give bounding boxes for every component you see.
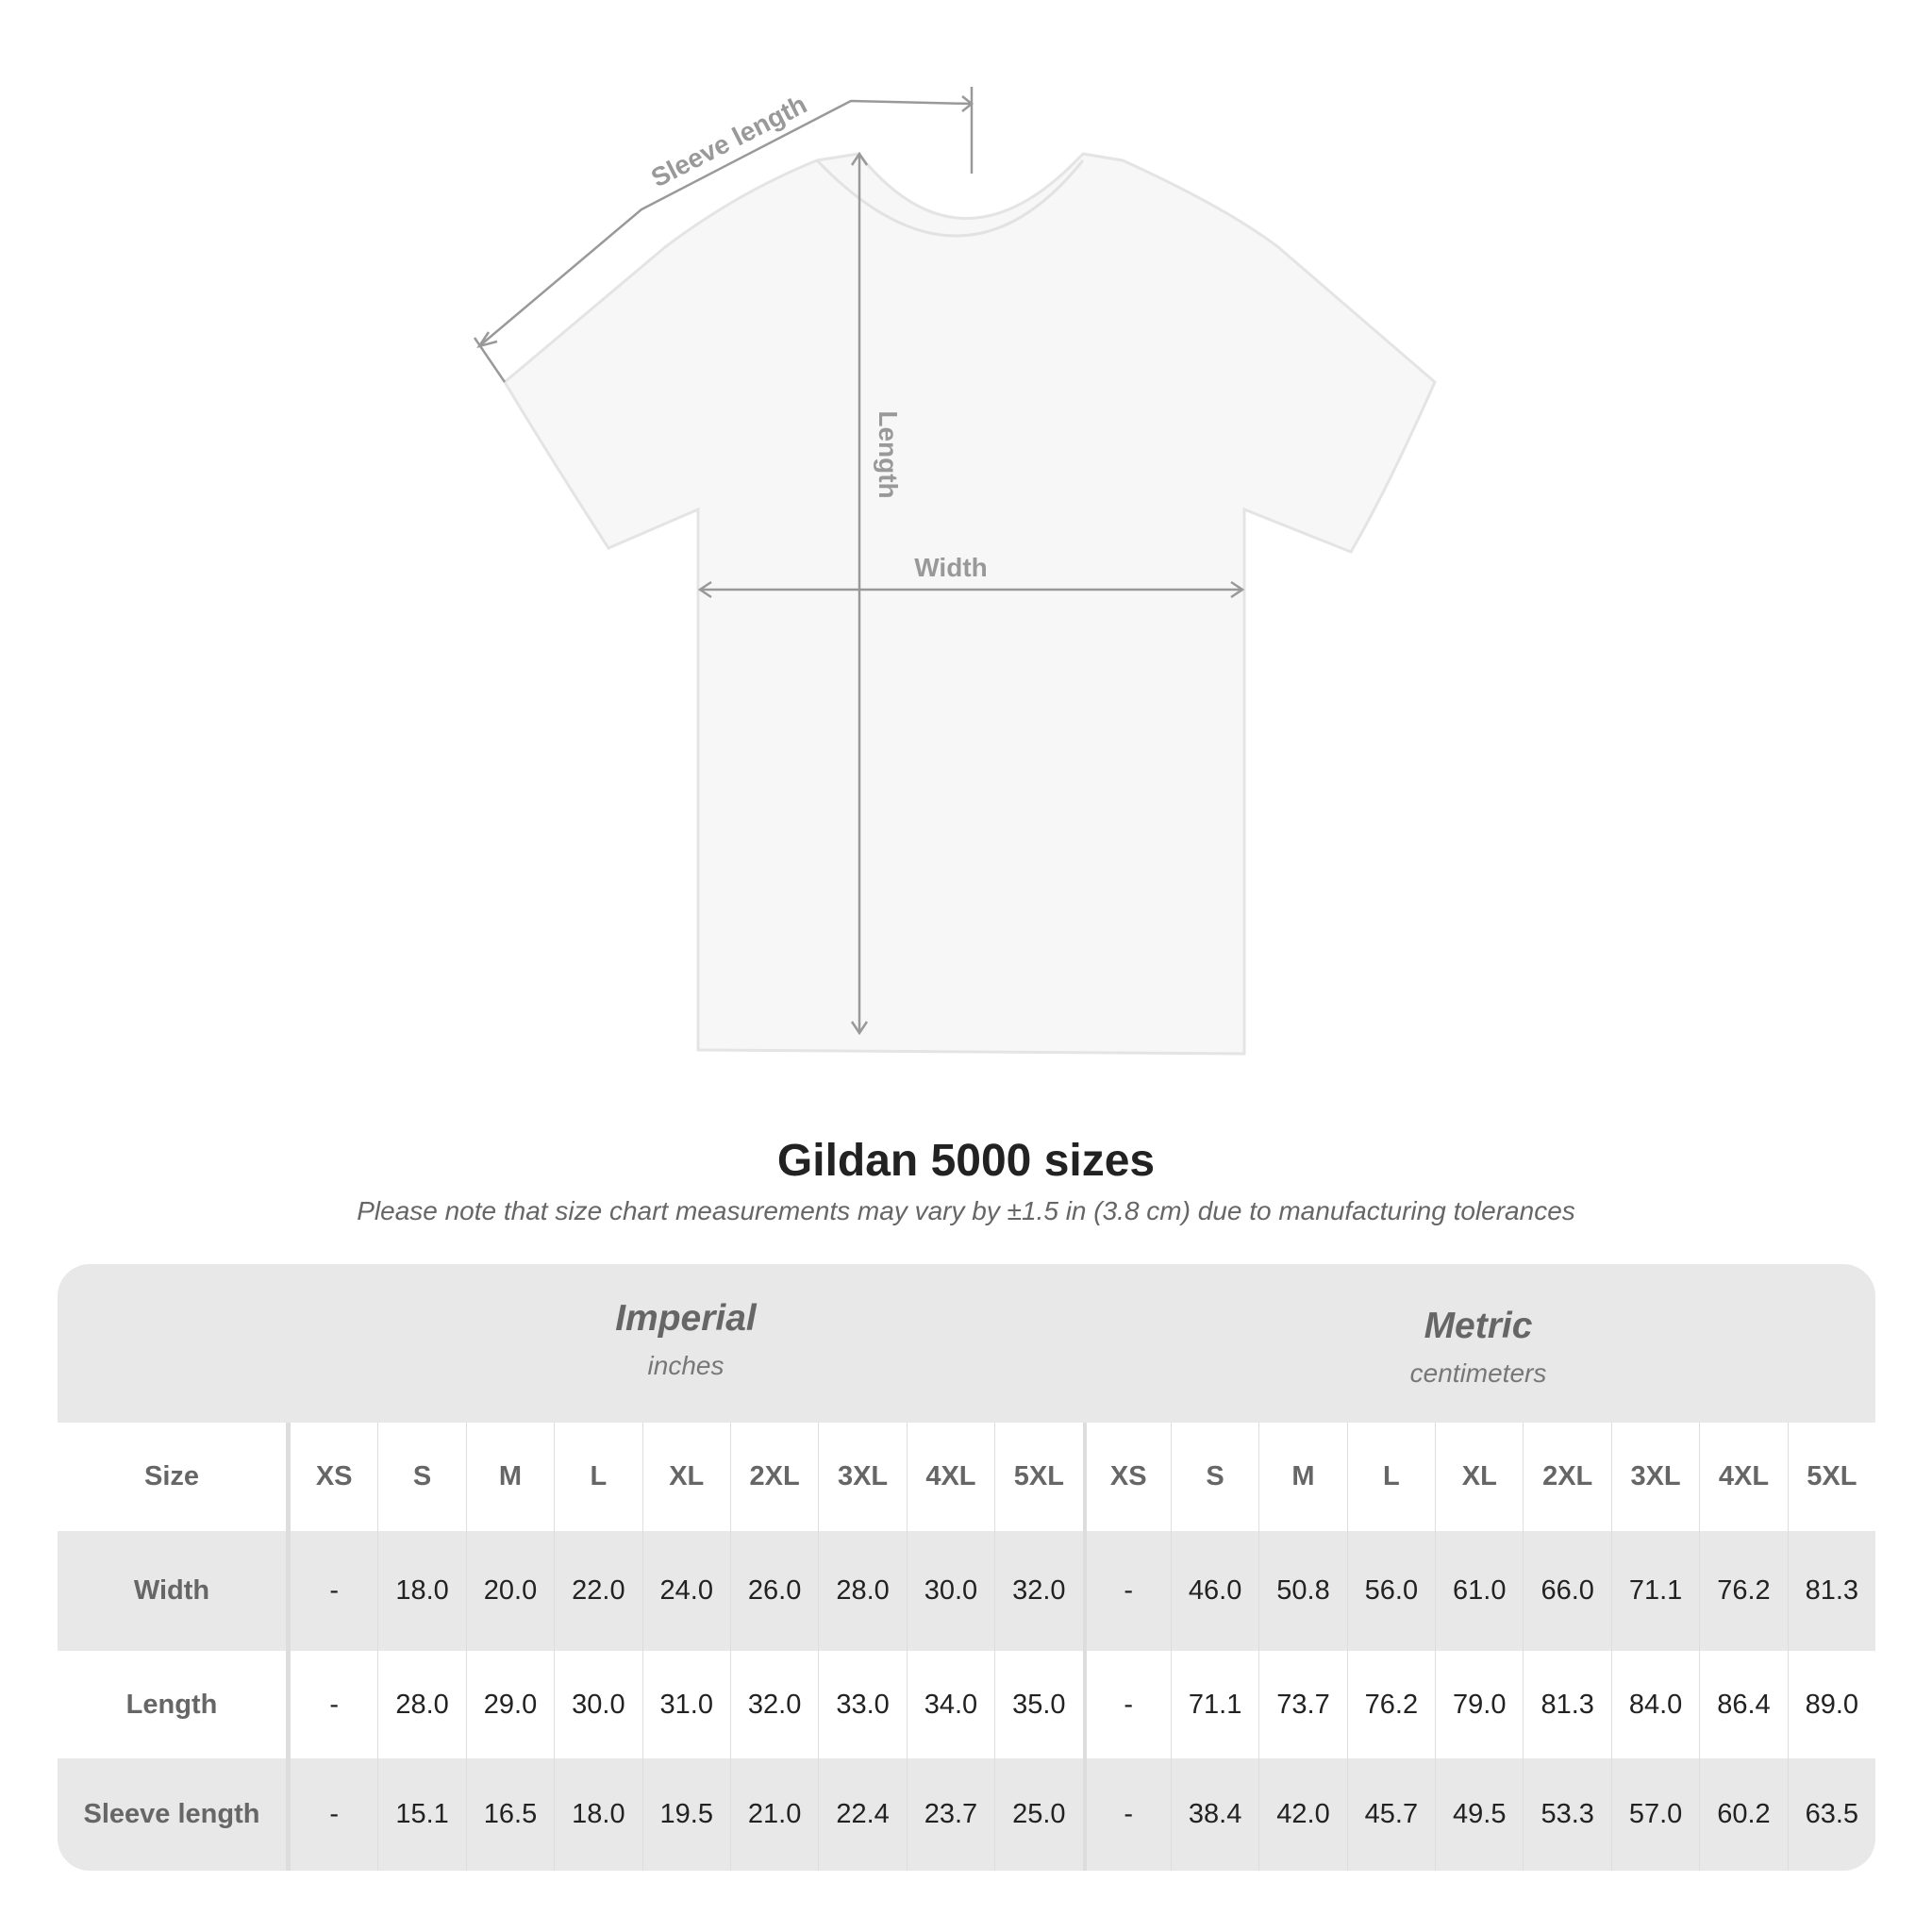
imperial-value-cell: 33.0	[818, 1651, 906, 1758]
imperial-size-3xl: 3XL	[818, 1423, 906, 1531]
metric-value-cell: 79.0	[1435, 1651, 1523, 1758]
imperial-value-cell: -	[290, 1531, 377, 1651]
imperial-size-xl: XL	[641, 1423, 730, 1531]
row-label: Width	[58, 1531, 290, 1651]
imperial-value-cell: 22.0	[554, 1531, 641, 1651]
imperial-title: Imperial	[615, 1298, 757, 1339]
imperial-value-cell: 20.0	[465, 1531, 554, 1651]
table-row: Sleeve length -15.1 16.5 18.0 19.5 21.0 22.4 23…	[58, 1758, 1875, 1871]
metric-value-cell: 71.1	[1170, 1651, 1258, 1758]
imperial-value-cell: 22.4	[818, 1758, 906, 1871]
metric-size-2xl: 2XL	[1523, 1423, 1610, 1531]
tshirt-shape	[503, 152, 1437, 1056]
imperial-value-cell: 28.0	[377, 1651, 465, 1758]
metric-value-cell: 50.8	[1258, 1531, 1346, 1651]
metric-value-cell: -	[1082, 1758, 1171, 1871]
imperial-value-cell: 15.1	[377, 1758, 465, 1871]
tshirt-diagram: Sleeve length Length Width	[473, 87, 1437, 1056]
imperial-value-cell: 32.0	[729, 1651, 818, 1758]
metric-value-cell: 84.0	[1610, 1651, 1699, 1758]
size-header-row: Size XS S M L XL 2XL 3XL 4XL 5XL XS S M L XL 2XL 3XL 4XL…	[58, 1423, 1875, 1531]
metric-value-cell: 73.7	[1258, 1651, 1346, 1758]
metric-value-cell: 86.4	[1699, 1651, 1787, 1758]
metric-value-cell: 76.2	[1699, 1531, 1787, 1651]
metric-size-s: S	[1170, 1423, 1258, 1531]
metric-value-cell: 61.0	[1435, 1531, 1523, 1651]
imperial-value-cell: 16.5	[465, 1758, 554, 1871]
imperial-size-l: L	[554, 1423, 641, 1531]
imperial-value-cell: 32.0	[994, 1531, 1082, 1651]
metric-value-cell: 53.3	[1523, 1758, 1610, 1871]
metric-value-cell: 45.7	[1346, 1758, 1435, 1871]
metric-unit: centimeters	[1409, 1358, 1547, 1388]
metric-value-cell: 66.0	[1523, 1531, 1610, 1651]
imperial-size-4xl: 4XL	[906, 1423, 994, 1531]
imperial-value-cell: 34.0	[906, 1651, 994, 1758]
page-title: Gildan 5000 sizes	[776, 1136, 1156, 1186]
width-label: Width	[914, 553, 988, 582]
size-table: Imperial inches Metric centimeters Size …	[58, 1264, 1875, 1871]
metric-value-cell: 38.4	[1170, 1758, 1258, 1871]
imperial-value-cell: 30.0	[906, 1531, 994, 1651]
metric-size-xs: XS	[1082, 1423, 1171, 1531]
imperial-size-5xl: 5XL	[994, 1423, 1082, 1531]
size-label: Size	[58, 1423, 290, 1531]
metric-value-cell: 56.0	[1346, 1531, 1435, 1651]
imperial-size-m: M	[465, 1423, 554, 1531]
imperial-size-s: S	[377, 1423, 465, 1531]
metric-value-cell: 46.0	[1170, 1531, 1258, 1651]
metric-title: Metric	[1424, 1306, 1533, 1346]
metric-value-cell: 81.3	[1787, 1531, 1875, 1651]
table-row: Length -28.0 29.0 30.0 31.0 32.0 33.0 34.0 35.0-…	[58, 1651, 1875, 1758]
metric-size-xl: XL	[1435, 1423, 1523, 1531]
metric-value-cell: 42.0	[1258, 1758, 1346, 1871]
metric-value-cell: 49.5	[1435, 1758, 1523, 1871]
metric-header: Metric centimeters	[1082, 1306, 1874, 1389]
imperial-value-cell: 28.0	[818, 1531, 906, 1651]
metric-value-cell: 89.0	[1787, 1651, 1875, 1758]
metric-value-cell: 71.1	[1610, 1531, 1699, 1651]
metric-value-cell: -	[1082, 1651, 1171, 1758]
metric-value-cell: 60.2	[1699, 1758, 1787, 1871]
metric-size-l: L	[1346, 1423, 1435, 1531]
imperial-value-cell: 35.0	[994, 1651, 1082, 1758]
imperial-value-cell: 18.0	[377, 1531, 465, 1651]
measure-lines	[473, 87, 1245, 1036]
imperial-value-cell: 24.0	[641, 1531, 730, 1651]
metric-value-cell: -	[1082, 1531, 1171, 1651]
imperial-value-cell: 31.0	[641, 1651, 730, 1758]
metric-size-m: M	[1258, 1423, 1346, 1531]
metric-value-cell: 63.5	[1787, 1758, 1875, 1871]
imperial-size-2xl: 2XL	[729, 1423, 818, 1531]
imperial-value-cell: -	[290, 1758, 377, 1871]
imperial-value-cell: 23.7	[906, 1758, 994, 1871]
length-label: Length	[874, 410, 903, 498]
metric-size-3xl: 3XL	[1610, 1423, 1699, 1531]
imperial-size-xs: XS	[290, 1423, 377, 1531]
metric-value-cell: 81.3	[1523, 1651, 1610, 1758]
metric-size-4xl: 4XL	[1699, 1423, 1787, 1531]
table-row: Width -18.0 20.0 22.0 24.0 26.0 28.0 30.0 32.0-4…	[58, 1531, 1875, 1651]
imperial-value-cell: 26.0	[729, 1531, 818, 1651]
imperial-value-cell: 25.0	[994, 1758, 1082, 1871]
tolerance-note: Please note that size chart measurements…	[357, 1196, 1575, 1225]
row-label: Sleeve length	[58, 1758, 290, 1871]
imperial-unit: inches	[647, 1351, 724, 1380]
imperial-value-cell: 21.0	[729, 1758, 818, 1871]
imperial-value-cell: 19.5	[641, 1758, 730, 1871]
imperial-value-cell: -	[290, 1651, 377, 1758]
metric-size-5xl: 5XL	[1787, 1423, 1875, 1531]
imperial-value-cell: 18.0	[554, 1758, 641, 1871]
metric-value-cell: 57.0	[1610, 1758, 1699, 1871]
imperial-header: Imperial inches	[290, 1298, 1082, 1381]
imperial-value-cell: 29.0	[465, 1651, 554, 1758]
imperial-value-cell: 30.0	[554, 1651, 641, 1758]
metric-value-cell: 76.2	[1346, 1651, 1435, 1758]
row-label: Length	[58, 1651, 290, 1758]
